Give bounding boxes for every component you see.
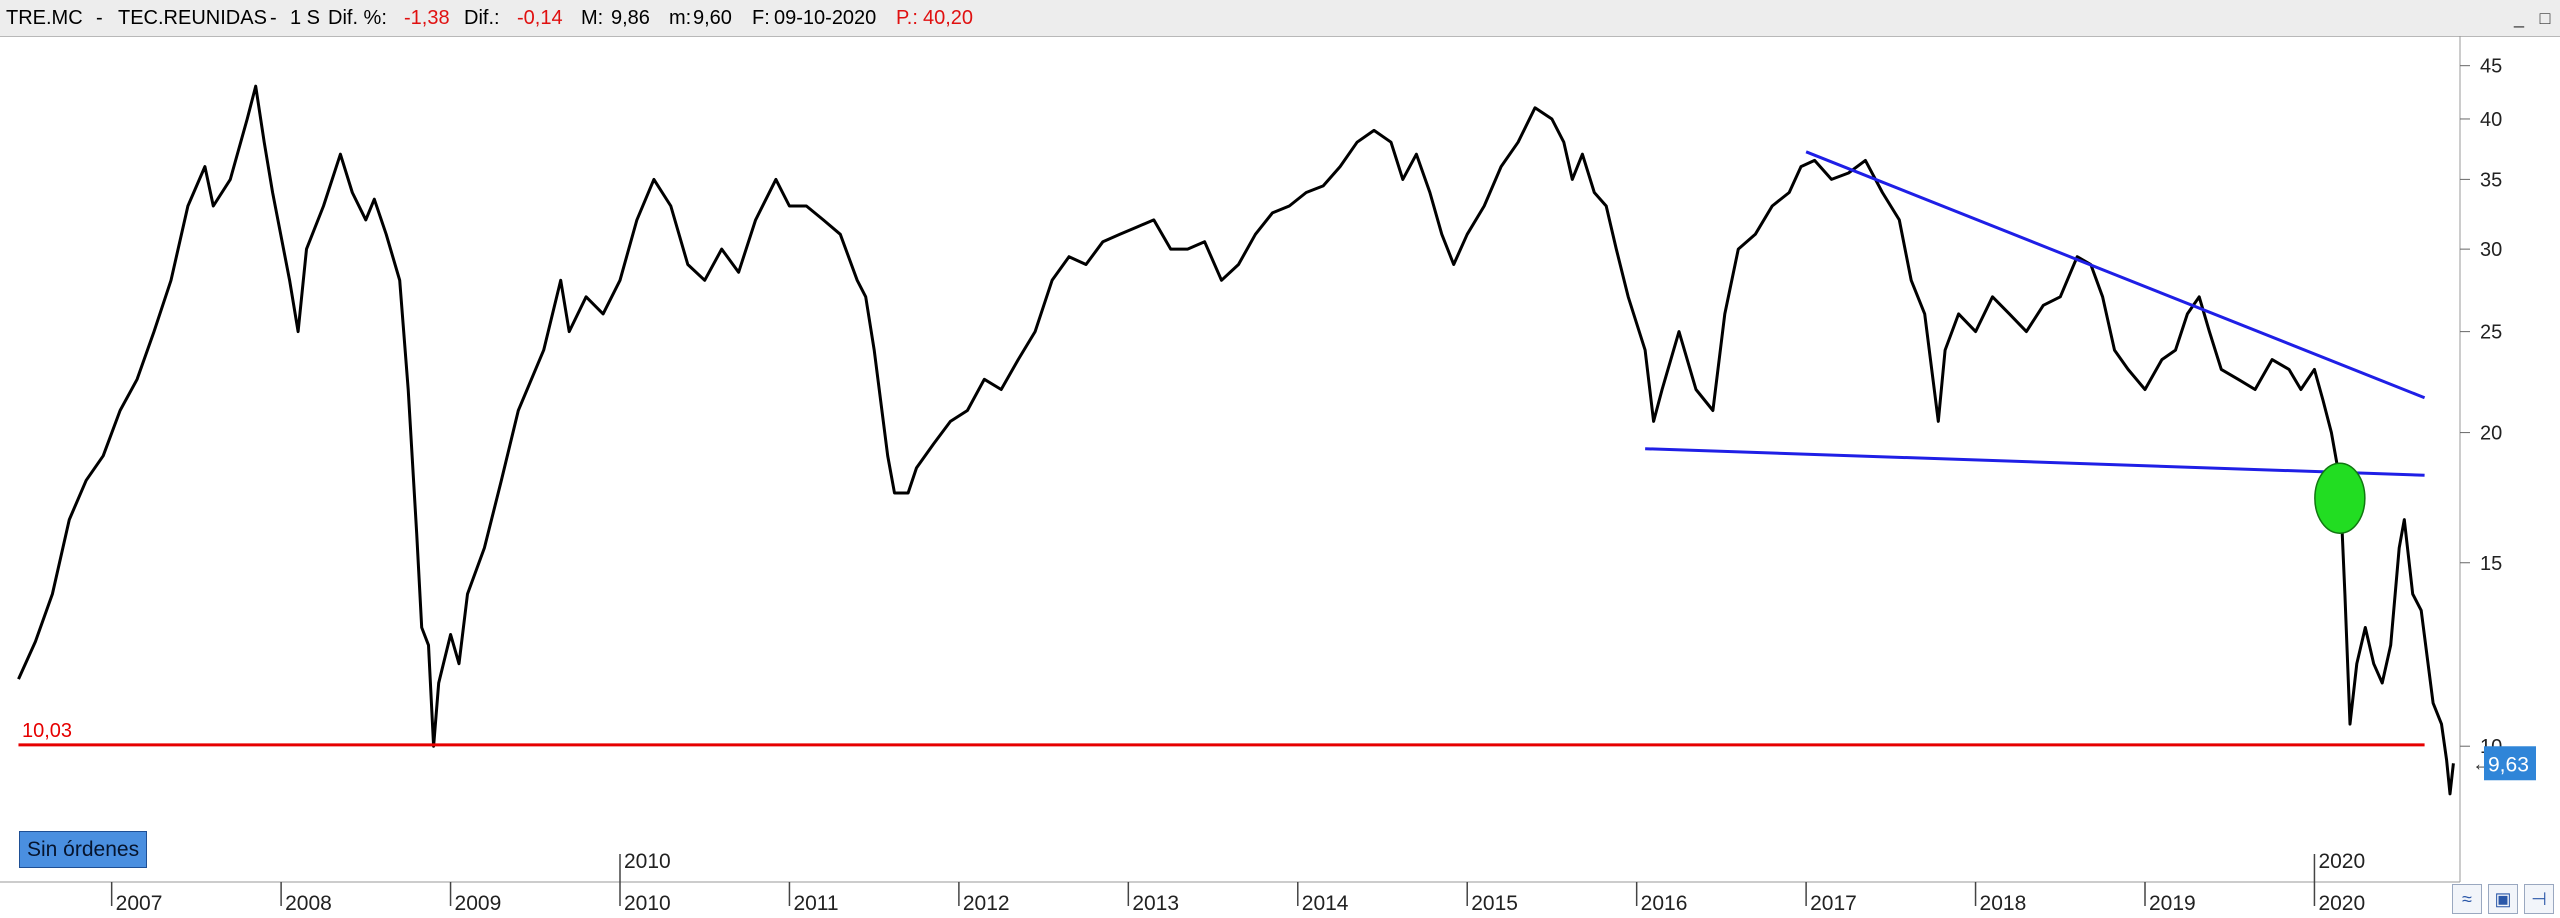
ticker-symbol: TRE.MC xyxy=(6,7,83,29)
x-tick-label: 2020 xyxy=(2318,892,2365,915)
y-axis: 1015202530354045 xyxy=(2460,56,2502,758)
y-tick-label: 40 xyxy=(2480,109,2502,131)
pin-icon[interactable]: ⊣ xyxy=(2524,884,2554,914)
upper-year-label: 2010 xyxy=(624,850,671,873)
max-value: 9,86 xyxy=(611,7,650,29)
title-separator: - xyxy=(96,7,103,29)
p-value: 40,20 xyxy=(923,7,974,29)
last-price-badge xyxy=(2484,746,2536,781)
minimize-icon[interactable]: _ xyxy=(2513,8,2524,28)
last-price-label: 9,63 xyxy=(2488,753,2529,776)
x-tick-label: 2012 xyxy=(963,892,1010,915)
y-tick-label: 25 xyxy=(2480,322,2502,344)
price-line xyxy=(17,84,2455,796)
title-separator: - xyxy=(270,7,277,29)
date-value: 09-10-2020 xyxy=(774,7,877,29)
company-name: TEC.REUNIDAS xyxy=(118,7,267,29)
x-tick-label: 2016 xyxy=(1641,892,1688,915)
restore-icon[interactable]: □ xyxy=(2539,8,2551,28)
dif-pct-label: Dif. %: xyxy=(328,7,387,29)
y-tick-label: 15 xyxy=(2480,553,2502,575)
p-label: P.: xyxy=(896,7,918,29)
x-tick-label: 2014 xyxy=(1302,892,1349,915)
breakout-marker xyxy=(2314,462,2366,534)
price-chart[interactable]: 1015202530354045 20072008200920102011201… xyxy=(0,36,2560,918)
x-tick-label: 2007 xyxy=(116,892,163,915)
lower-trendline xyxy=(1645,447,2425,477)
zoom-icon[interactable]: ≈ xyxy=(2452,884,2482,914)
dif-pct-value: -1,38 xyxy=(404,7,450,29)
y-tick-label: 35 xyxy=(2480,169,2502,191)
upper-year-label: 2020 xyxy=(2318,850,2365,873)
x-tick-label: 2010 xyxy=(624,892,671,915)
x-tick-label: 2019 xyxy=(2149,892,2196,915)
dif-value: -0,14 xyxy=(517,7,563,29)
x-tick-label: 2008 xyxy=(285,892,332,915)
x-tick-label: 2017 xyxy=(1810,892,1857,915)
period-label: 1 S xyxy=(290,7,321,29)
max-label: M: xyxy=(581,7,604,29)
min-label: m: xyxy=(669,7,692,29)
support-level-label: 10,03 xyxy=(22,720,72,742)
y-tick-label: 20 xyxy=(2480,423,2502,445)
x-tick-label: 2013 xyxy=(1132,892,1179,915)
x-tick-label: 2011 xyxy=(793,892,838,915)
dif-label: Dif.: xyxy=(464,7,500,29)
x-axis: 2007 2008 2009 2010 2011 2012 2013 2014 2015 2016… xyxy=(110,850,2365,915)
chart-title-bar: TRE.MC - TEC.REUNIDAS - 1 S Dif. %: -1,3… xyxy=(0,0,2560,37)
min-value: 9,60 xyxy=(693,7,732,29)
bottom-toolbar: ≈ ▣ ⊣ xyxy=(2452,880,2560,918)
x-tick-label: 2015 xyxy=(1471,892,1518,915)
x-tick-label: 2018 xyxy=(1980,892,2027,915)
date-label: F: xyxy=(752,7,770,29)
y-tick-label: 45 xyxy=(2480,56,2502,78)
drawing-overlays: 10,03←9,63 xyxy=(18,150,2536,781)
y-tick-label: 30 xyxy=(2480,239,2502,261)
save-icon[interactable]: ▣ xyxy=(2488,884,2518,914)
price-series xyxy=(17,84,2455,796)
x-tick-label: 2009 xyxy=(455,892,502,915)
upper-trendline xyxy=(1805,150,2426,400)
window-controls: _ □ xyxy=(2508,0,2560,36)
orders-button[interactable]: Sin órdenes xyxy=(19,831,148,868)
